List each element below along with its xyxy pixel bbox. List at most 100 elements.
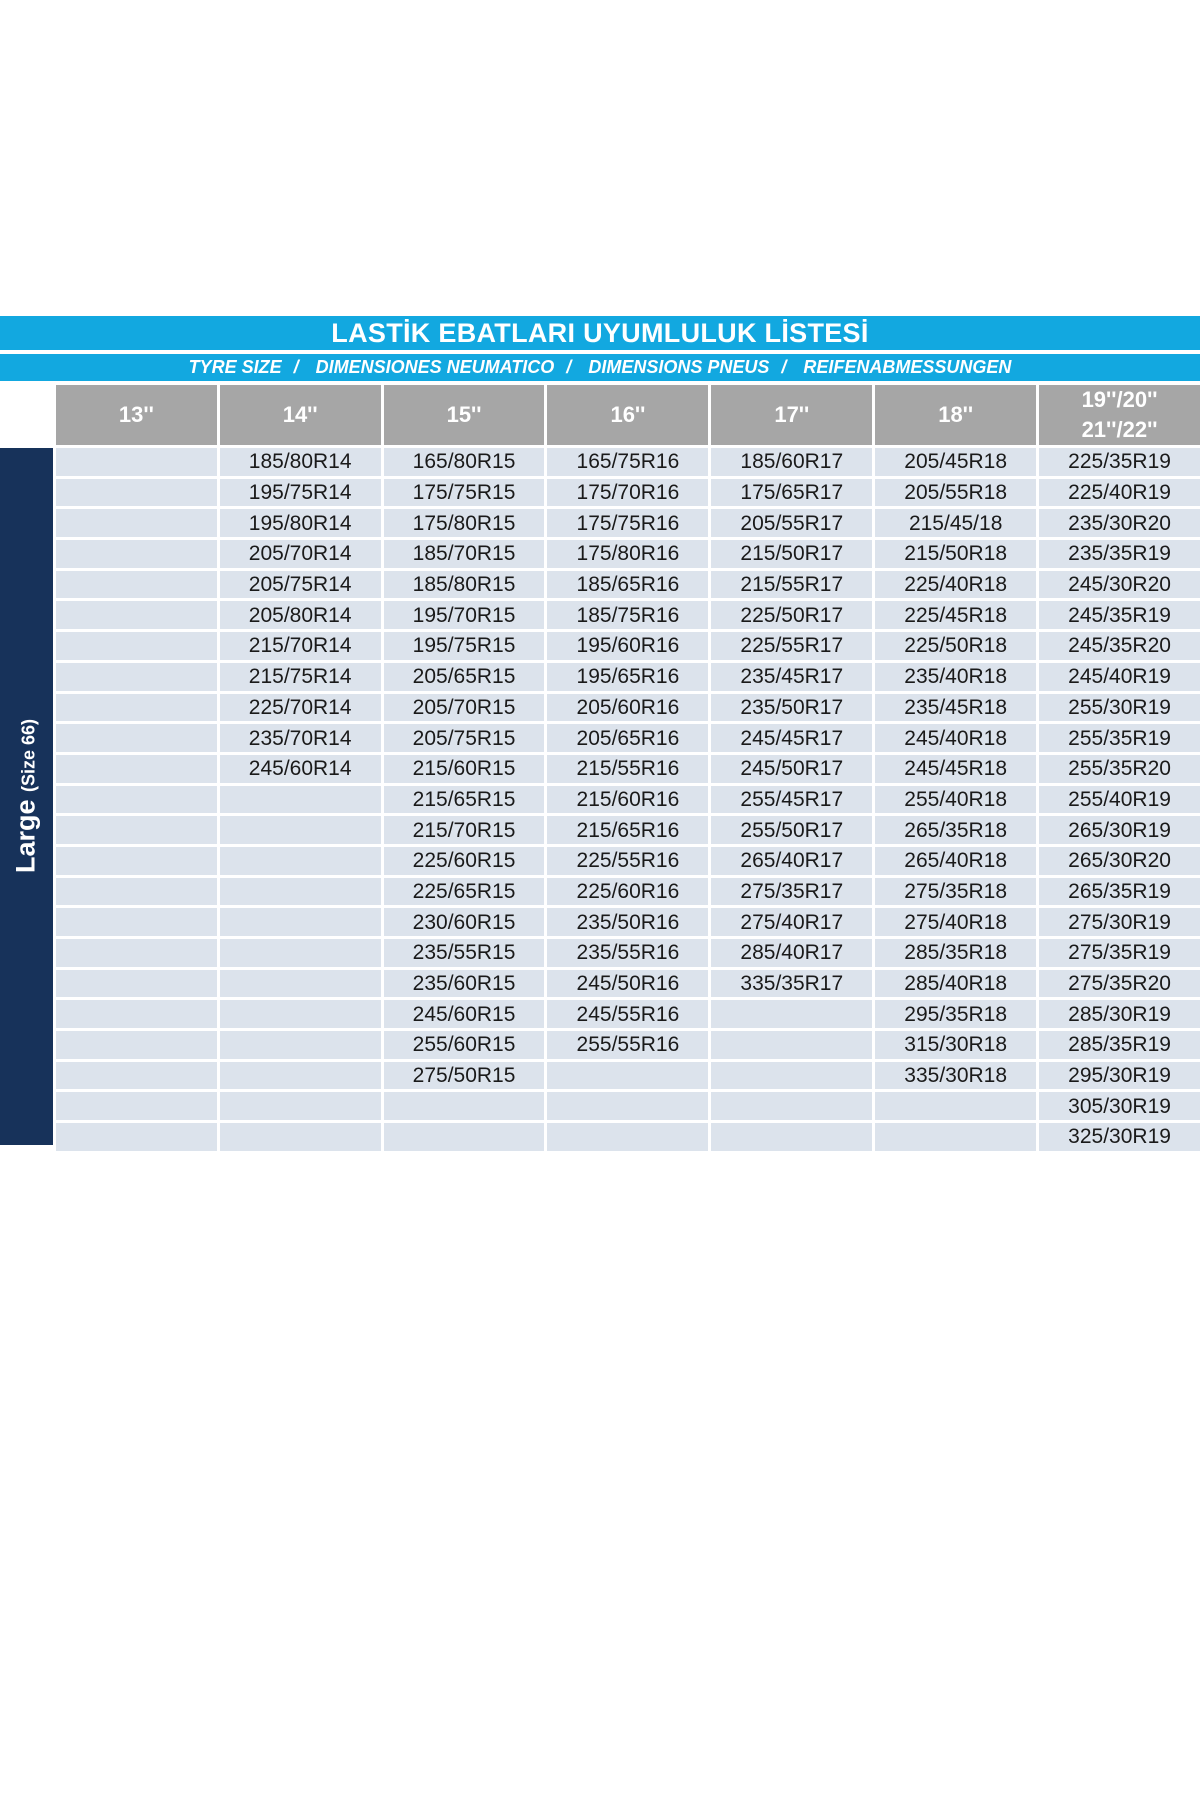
table-cell: 205/45R18 xyxy=(875,448,1037,476)
table-cell xyxy=(56,969,217,998)
table-cell xyxy=(383,1123,545,1151)
subtitle-fr: DIMENSIONS PNEUS xyxy=(588,357,770,377)
table-cell: 195/75R15 xyxy=(383,632,545,660)
table-row: 305/30R19 xyxy=(56,1092,1200,1121)
table-row: 215/75R14 205/65R15 195/65R16 235/45R17 235/… xyxy=(56,662,1200,691)
table-cell xyxy=(219,908,381,936)
table-cell: 275/40R17 xyxy=(711,908,873,936)
size-category-bar: Large (Size 66) xyxy=(0,448,53,1145)
table-cell xyxy=(56,570,217,599)
table-row: 195/75R14 175/75R15 175/70R16 175/65R17 205/… xyxy=(56,478,1200,507)
table-cell: 215/60R15 xyxy=(383,754,545,783)
table-cell: 245/45R17 xyxy=(711,724,873,752)
table-cell: 205/70R14 xyxy=(219,540,381,568)
table-cell: 230/60R15 xyxy=(383,908,545,936)
table-cell xyxy=(711,1092,873,1121)
table-row: 230/60R15 235/50R16 275/40R17 275/40R18 275/… xyxy=(56,908,1200,936)
column-header: 14'' xyxy=(219,385,381,445)
page-title: LASTİK EBATLARI UYUMLULUK LİSTESİ xyxy=(0,316,1200,350)
table-cell: 295/30R19 xyxy=(1039,1061,1200,1090)
table-cell: 235/50R17 xyxy=(711,693,873,722)
table-cell xyxy=(875,1123,1037,1151)
table-cell: 185/70R15 xyxy=(383,540,545,568)
table-cell: 215/45/18 xyxy=(875,509,1037,538)
table-cell: 175/65R17 xyxy=(711,478,873,507)
table-row: 215/70R15 215/65R16 255/50R17 265/35R18 265/… xyxy=(56,816,1200,844)
table-cell: 225/60R16 xyxy=(547,877,709,906)
column-header: 17'' xyxy=(711,385,873,445)
header-line: 19''/20'' xyxy=(1081,387,1158,412)
table-cell: 245/35R19 xyxy=(1039,601,1200,630)
table-cell: 185/80R15 xyxy=(383,570,545,599)
table-cell: 245/50R16 xyxy=(547,969,709,998)
table-cell xyxy=(56,1000,217,1029)
table-cell: 275/40R18 xyxy=(875,908,1037,936)
table-row: 235/60R15 245/50R16 335/35R17 285/40R18 275/… xyxy=(56,969,1200,998)
table-cell: 255/30R19 xyxy=(1039,693,1200,722)
table-cell: 235/45R17 xyxy=(711,662,873,691)
table-cell: 245/60R14 xyxy=(219,754,381,783)
table-cell: 275/50R15 xyxy=(383,1061,545,1090)
table-cell: 245/30R20 xyxy=(1039,570,1200,599)
table-cell: 335/35R17 xyxy=(711,969,873,998)
table-row: 235/70R14 205/75R15 205/65R16 245/45R17 245/… xyxy=(56,724,1200,752)
subtitle-de: REIFENABMESSUNGEN xyxy=(803,357,1012,377)
table-cell: 285/40R18 xyxy=(875,969,1037,998)
table-cell xyxy=(219,785,381,814)
table-cell: 165/80R15 xyxy=(383,448,545,476)
table-cell: 225/70R14 xyxy=(219,693,381,722)
table-cell: 225/40R19 xyxy=(1039,478,1200,507)
table-cell: 195/65R16 xyxy=(547,662,709,691)
table-cell xyxy=(219,969,381,998)
table-cell xyxy=(711,1000,873,1029)
table-cell xyxy=(56,939,217,967)
table-row: 275/50R15 335/30R18 295/30R19 xyxy=(56,1061,1200,1090)
table-cell: 235/30R20 xyxy=(1039,509,1200,538)
table-cell: 285/40R17 xyxy=(711,939,873,967)
column-header: 15'' xyxy=(383,385,545,445)
table-cell: 225/55R16 xyxy=(547,846,709,875)
table-cell: 205/80R14 xyxy=(219,601,381,630)
table-cell xyxy=(547,1061,709,1090)
table-row: 205/70R14 185/70R15 175/80R16 215/50R17 215/… xyxy=(56,540,1200,568)
table-cell xyxy=(219,939,381,967)
table-row: 235/55R15 235/55R16 285/40R17 285/35R18 275/… xyxy=(56,939,1200,967)
table-cell xyxy=(56,693,217,722)
table-cell: 225/50R17 xyxy=(711,601,873,630)
header-line: 21''/22'' xyxy=(1081,417,1158,442)
table-cell xyxy=(56,478,217,507)
table-cell: 175/70R16 xyxy=(547,478,709,507)
table-cell xyxy=(56,754,217,783)
table-cell xyxy=(219,846,381,875)
table-cell xyxy=(711,1123,873,1151)
table-cell: 315/30R18 xyxy=(875,1031,1037,1059)
table-row: 215/65R15 215/60R16 255/45R17 255/40R18 255/… xyxy=(56,785,1200,814)
table-cell: 255/60R15 xyxy=(383,1031,545,1059)
table-cell: 205/65R16 xyxy=(547,724,709,752)
table-cell: 225/45R18 xyxy=(875,601,1037,630)
table-cell: 205/65R15 xyxy=(383,662,545,691)
table-cell: 185/80R14 xyxy=(219,448,381,476)
table-cell xyxy=(56,785,217,814)
table-cell: 225/60R15 xyxy=(383,846,545,875)
table-cell: 215/60R16 xyxy=(547,785,709,814)
table-cell: 245/35R20 xyxy=(1039,632,1200,660)
table-cell xyxy=(383,1092,545,1121)
table-row: 195/80R14 175/80R15 175/75R16 205/55R17 215/… xyxy=(56,509,1200,538)
table-cell: 195/60R16 xyxy=(547,632,709,660)
table-cell: 255/50R17 xyxy=(711,816,873,844)
separator: / xyxy=(781,357,787,377)
size-category-label: Large (Size 66) xyxy=(11,719,42,873)
table-cell xyxy=(56,1031,217,1059)
table-row: 255/60R15 255/55R16 315/30R18 285/35R19 xyxy=(56,1031,1200,1059)
table-cell: 205/75R15 xyxy=(383,724,545,752)
table-row: 205/80R14 195/70R15 185/75R16 225/50R17 225/… xyxy=(56,601,1200,630)
table-cell: 175/80R16 xyxy=(547,540,709,568)
subtitle-es: DIMENSIONES NEUMATICO xyxy=(315,357,555,377)
table-cell: 285/35R18 xyxy=(875,939,1037,967)
table-cell: 245/40R19 xyxy=(1039,662,1200,691)
table-cell: 245/60R15 xyxy=(383,1000,545,1029)
table-cell: 255/40R19 xyxy=(1039,785,1200,814)
table-cell xyxy=(875,1092,1037,1121)
column-header: 16'' xyxy=(547,385,709,445)
